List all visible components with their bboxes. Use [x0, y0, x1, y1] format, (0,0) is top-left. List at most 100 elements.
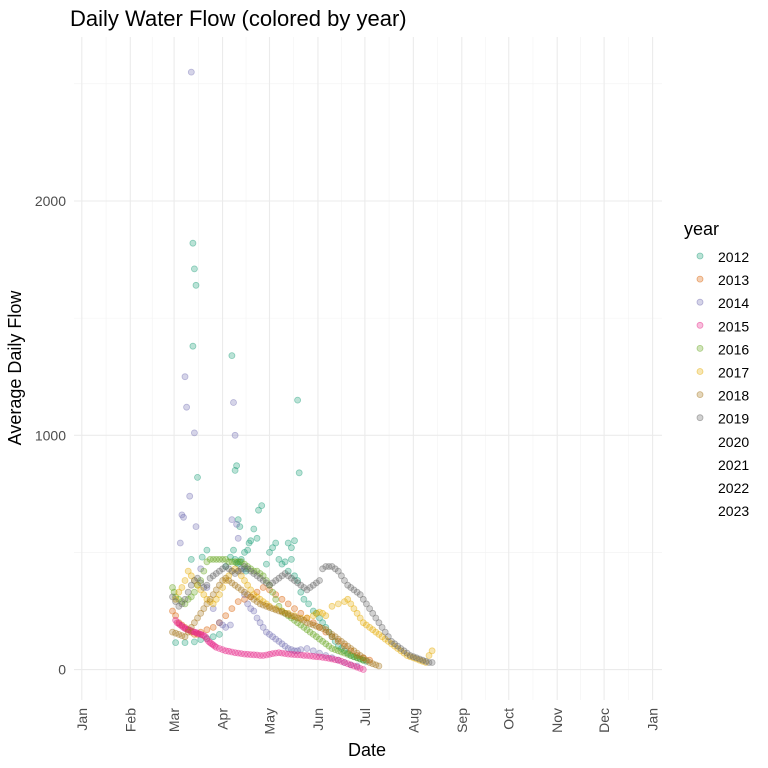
data-point: [262, 560, 270, 568]
legend-label: 2015: [718, 318, 749, 334]
data-point: [347, 661, 355, 669]
data-point: [275, 607, 283, 615]
data-point: [203, 635, 211, 642]
data-point: [241, 595, 248, 603]
data-point: [337, 572, 345, 580]
data-point: [269, 633, 277, 641]
data-point: [303, 586, 311, 594]
data-point: [228, 567, 236, 575]
data-point: [356, 655, 364, 663]
data-point: [294, 396, 302, 404]
data-point: [297, 621, 305, 629]
data-point: [384, 638, 392, 645]
x-tick-label: Jan: [74, 708, 90, 731]
data-point: [394, 642, 402, 650]
data-point: [291, 572, 298, 580]
data-point: [195, 630, 203, 638]
data-point: [173, 619, 181, 627]
data-point: [278, 595, 286, 603]
data-point: [356, 614, 364, 622]
data-point: [231, 466, 239, 474]
data-point: [266, 650, 273, 658]
data-point: [328, 563, 336, 570]
data-point: [356, 665, 364, 672]
data-point: [406, 653, 414, 661]
data-point: [184, 595, 192, 603]
data-point: [316, 635, 323, 643]
data-point: [256, 595, 264, 603]
data-point: [256, 600, 264, 608]
data-point: [353, 609, 361, 617]
data-point: [353, 588, 361, 596]
data-point: [306, 620, 314, 628]
legend-label: 2021: [718, 457, 749, 473]
data-point: [228, 567, 236, 575]
data-point: [209, 624, 217, 631]
data-point: [250, 651, 258, 659]
data-point: [194, 629, 201, 637]
y-axis-ticks: 0 1000 2000: [35, 193, 66, 678]
data-point: [212, 570, 220, 577]
data-point: [180, 513, 187, 521]
data-point: [278, 640, 286, 648]
data-point: [325, 563, 333, 570]
data-point: [281, 650, 289, 657]
data-point: [328, 602, 336, 610]
legend-key: [696, 414, 704, 422]
x-tick-label: Jul: [357, 708, 373, 726]
data-point: [316, 577, 323, 584]
data-point: [259, 624, 267, 631]
data-point: [187, 628, 195, 636]
data-point: [228, 516, 236, 523]
data-point: [359, 656, 367, 664]
data-point: [181, 577, 189, 584]
data-point: [253, 588, 261, 596]
data-point: [209, 591, 217, 598]
data-point: [169, 593, 176, 601]
data-point: [328, 655, 336, 663]
data-point: [178, 600, 186, 608]
data-point: [341, 642, 348, 650]
data-point: [180, 624, 187, 631]
data-point: [303, 626, 311, 634]
data-point: [272, 591, 280, 598]
data-point: [409, 653, 417, 661]
data-point: [184, 626, 192, 634]
data-point: [200, 605, 208, 612]
data-point: [266, 549, 273, 556]
data-point: [169, 607, 176, 615]
data-point: [175, 619, 183, 627]
data-point: [231, 565, 239, 573]
data-point: [284, 600, 292, 608]
data-point: [400, 647, 408, 655]
data-point: [341, 649, 348, 657]
series-2017: [172, 565, 436, 666]
data-point: [241, 591, 248, 598]
data-point: [197, 579, 205, 587]
data-point: [231, 431, 239, 439]
data-point: [294, 614, 302, 622]
data-point: [272, 649, 280, 657]
data-point: [281, 570, 289, 577]
data-point: [278, 560, 286, 568]
data-point: [244, 563, 252, 570]
data-point: [328, 654, 336, 662]
data-point: [253, 572, 261, 580]
data-point: [334, 638, 342, 645]
data-point: [303, 614, 311, 622]
data-point: [244, 650, 252, 658]
data-point: [256, 652, 264, 659]
data-point: [194, 581, 201, 589]
chart-title: Daily Water Flow (colored by year): [70, 6, 407, 31]
x-tick-label: Nov: [549, 708, 565, 733]
x-tick-label: May: [261, 708, 277, 734]
data-point: [303, 652, 311, 659]
data-point: [203, 558, 211, 566]
series-2012: [172, 239, 370, 665]
data-point: [350, 586, 358, 594]
data-point: [234, 598, 242, 605]
data-point: [233, 520, 241, 528]
data-point: [356, 591, 364, 598]
data-point: [366, 659, 374, 666]
data-point: [184, 626, 192, 634]
